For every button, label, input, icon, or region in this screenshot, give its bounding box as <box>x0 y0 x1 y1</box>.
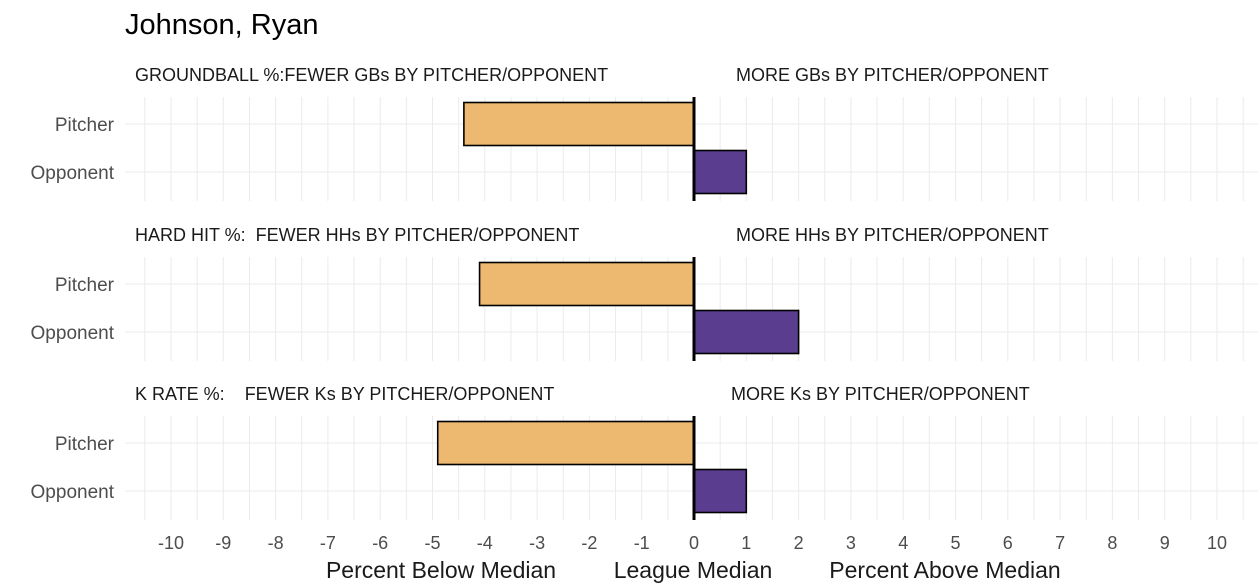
x-tick-label: 3 <box>846 533 856 553</box>
x-tick-label: 2 <box>794 533 804 553</box>
panel-label-left: HARD HIT %: FEWER HHs BY PITCHER/OPPONEN… <box>135 225 579 245</box>
x-axis-label-median: League Median <box>614 557 773 583</box>
x-tick-label: 10 <box>1207 533 1227 553</box>
x-tick-label: -1 <box>634 533 650 553</box>
bar-opponent <box>693 149 748 195</box>
panel-label-right: MORE GBs BY PITCHER/OPPONENT <box>736 65 1049 85</box>
x-tick-label: -3 <box>529 533 545 553</box>
y-tick-label: Pitcher <box>55 434 115 455</box>
panel-3: K RATE %: FEWER Ks BY PITCHER/OPPONENT MO… <box>31 384 1258 520</box>
y-tick-label: Pitcher <box>55 275 115 296</box>
x-axis-label-below: Percent Below Median <box>326 557 556 583</box>
x-tick-label: 9 <box>1160 533 1170 553</box>
bar-pitcher <box>463 101 695 147</box>
chart-title: Johnson, Ryan <box>125 9 318 41</box>
panels: GROUNDBALL %:FEWER GBs BY PITCHER/OPPONE… <box>31 65 1258 520</box>
x-tick-label: -6 <box>372 533 388 553</box>
x-tick-label: -7 <box>320 533 336 553</box>
panel-label-right: MORE HHs BY PITCHER/OPPONENT <box>736 225 1049 245</box>
bar-opponent <box>693 309 800 355</box>
bar-pitcher <box>478 261 695 307</box>
x-tick-label: -8 <box>268 533 284 553</box>
x-tick-label: 0 <box>689 533 699 553</box>
x-tick-label: -2 <box>581 533 597 553</box>
x-axis: -10 -9 -8 -7 -6 -5 -4 -3 -2 -1 0 1 2 3 4 5 6 7 8 9 10 <box>158 533 1227 553</box>
y-tick-label: Opponent <box>31 482 115 503</box>
panel-label-right: MORE Ks BY PITCHER/OPPONENT <box>731 384 1030 404</box>
y-tick-label: Opponent <box>31 163 115 184</box>
x-axis-label-above: Percent Above Median <box>829 557 1060 583</box>
panel-2: HARD HIT %: FEWER HHs BY PITCHER/OPPONEN… <box>31 225 1258 361</box>
x-tick-label: 6 <box>1003 533 1013 553</box>
x-tick-label: 7 <box>1055 533 1065 553</box>
panel-1: GROUNDBALL %:FEWER GBs BY PITCHER/OPPONE… <box>31 65 1258 201</box>
x-tick-label: 4 <box>898 533 908 553</box>
bar-pitcher <box>436 420 695 466</box>
x-tick-label: -4 <box>477 533 493 553</box>
x-tick-label: -10 <box>158 533 184 553</box>
bar-opponent <box>693 468 748 514</box>
x-tick-label: -9 <box>215 533 231 553</box>
x-tick-label: 1 <box>741 533 751 553</box>
x-tick-label: 8 <box>1107 533 1117 553</box>
x-tick-label: -5 <box>424 533 440 553</box>
y-tick-label: Pitcher <box>55 115 115 136</box>
x-tick-label: 5 <box>950 533 960 553</box>
panel-label-left: GROUNDBALL %:FEWER GBs BY PITCHER/OPPONE… <box>135 65 608 85</box>
y-tick-label: Opponent <box>31 323 115 344</box>
panel-label-left: K RATE %: FEWER Ks BY PITCHER/OPPONENT <box>135 384 554 404</box>
